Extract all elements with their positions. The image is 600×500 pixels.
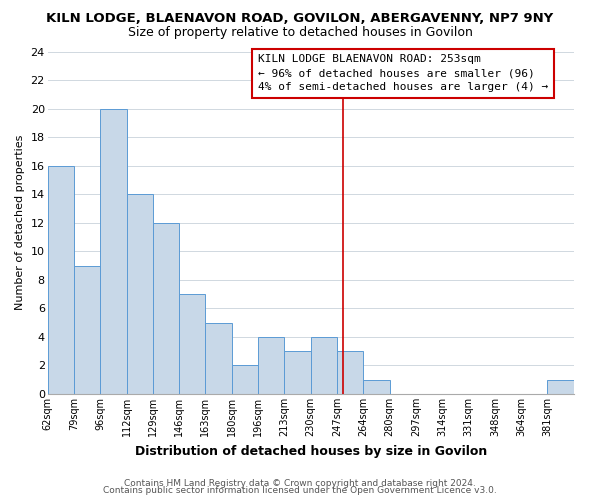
Bar (100, 108, 127, 394)
Text: KILN LODGE, BLAENAVON ROAD, GOVILON, ABERGAVENNY, NP7 9NY: KILN LODGE, BLAENAVON ROAD, GOVILON, ABE… (46, 12, 554, 26)
Bar (232, 366, 258, 394)
Bar (337, 351, 363, 394)
Bar (127, 194, 153, 394)
Text: Contains HM Land Registry data © Crown copyright and database right 2024.: Contains HM Land Registry data © Crown c… (124, 478, 476, 488)
Text: Size of property relative to detached houses in Govilon: Size of property relative to detached ho… (128, 26, 472, 39)
Y-axis label: Number of detached properties: Number of detached properties (15, 135, 25, 310)
Bar (74, 266, 100, 394)
Bar (258, 337, 284, 394)
Text: KILN LODGE BLAENAVON ROAD: 253sqm
← 96% of detached houses are smaller (96)
4% o: KILN LODGE BLAENAVON ROAD: 253sqm ← 96% … (258, 54, 548, 92)
Bar (179, 294, 205, 394)
Text: Contains public sector information licensed under the Open Government Licence v3: Contains public sector information licen… (103, 486, 497, 495)
Bar (363, 380, 389, 394)
Bar (311, 337, 337, 394)
Bar (284, 351, 311, 394)
Bar (547, 380, 574, 394)
X-axis label: Distribution of detached houses by size in Govilon: Distribution of detached houses by size … (134, 444, 487, 458)
Bar (153, 223, 179, 394)
Bar (47, 166, 74, 394)
Bar (205, 322, 232, 394)
